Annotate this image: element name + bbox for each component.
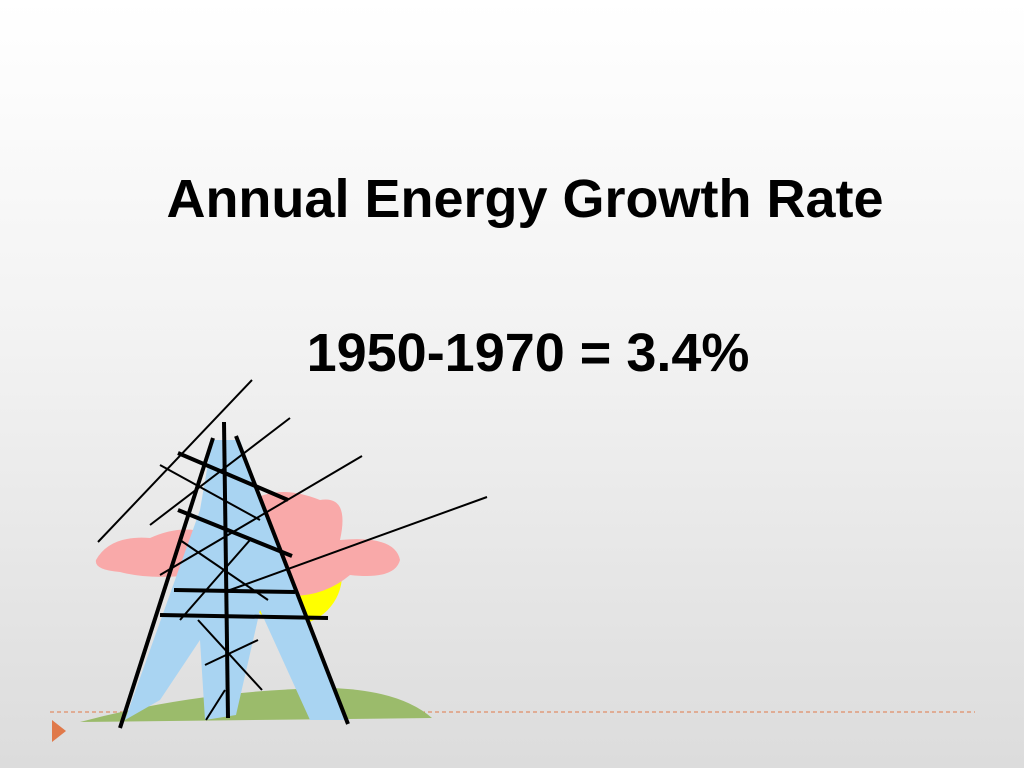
tower-braces (97, 379, 488, 721)
bullet-marker (52, 720, 66, 742)
tower-body (125, 440, 345, 720)
tower-frame (118, 421, 350, 729)
slide-title: Annual Energy Growth Rate (166, 169, 884, 229)
slide-subtitle: 1950-1970 = 3.4% (306, 323, 750, 383)
